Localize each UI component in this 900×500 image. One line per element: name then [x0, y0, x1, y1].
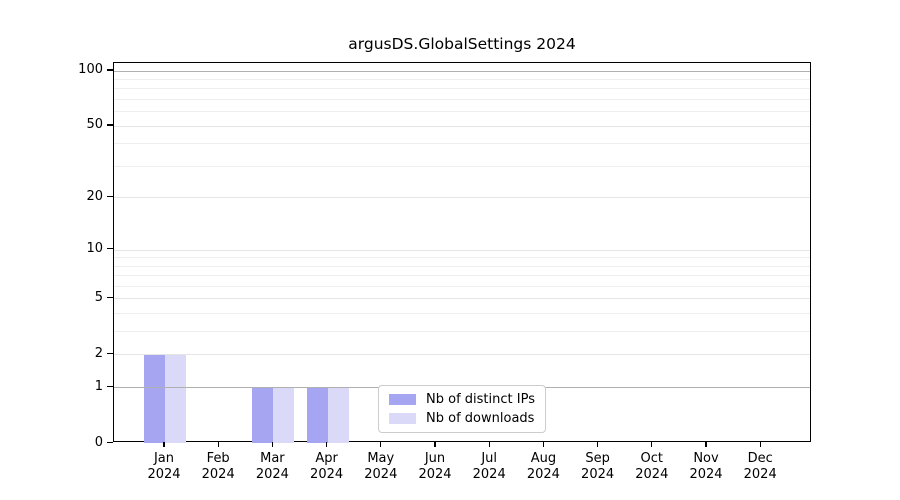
x-tick-oct: [651, 442, 653, 447]
y-tick-label-100: 100: [78, 62, 103, 78]
legend-swatch-distinct-ips: [389, 394, 417, 405]
x-tick-label-apr: Apr 2024: [310, 451, 344, 482]
bar-mar-downloads: [273, 387, 295, 443]
y-tick-20: [107, 195, 113, 198]
gridline-minor: [114, 99, 810, 101]
x-tick-label-feb: Feb 2024: [201, 451, 235, 482]
bar-jan-distinct-ips: [144, 354, 165, 443]
y-tick-50: [107, 124, 113, 126]
x-tick-apr: [325, 442, 328, 447]
y-tick-label-50: 50: [86, 117, 103, 133]
x-tick-mar: [271, 442, 274, 447]
gridline-minor: [114, 165, 810, 167]
plot-area: Nb of distinct IPs Nb of downloads: [113, 62, 811, 443]
gridline-minor: [114, 313, 810, 315]
y-tick-100: [107, 69, 113, 71]
x-tick-dec: [759, 442, 761, 447]
gridline-minor: [114, 79, 810, 81]
bar-jan-downloads: [165, 354, 186, 443]
bars-layer: [114, 63, 810, 443]
y-tick-10: [107, 248, 113, 250]
bar-apr-downloads: [327, 387, 349, 443]
x-tick-label-sep: Sep 2024: [581, 451, 615, 482]
legend-swatch-downloads: [389, 413, 417, 424]
x-tick-label-jan: Jan 2024: [147, 451, 181, 482]
y-tick-1: [107, 385, 113, 387]
gridline-minor: [114, 257, 810, 259]
gridline-minor: [114, 265, 810, 267]
y-tick-label-1: 1: [94, 378, 103, 394]
x-tick-label-may: May 2024: [364, 451, 398, 482]
grid-layer: [114, 63, 810, 441]
x-tick-label-nov: Nov 2024: [689, 451, 723, 482]
gridline-2: [114, 354, 810, 356]
y-tick-label-10: 10: [86, 241, 103, 257]
x-tick-nov: [705, 442, 707, 447]
gridline-minor: [114, 143, 810, 145]
y-tick-2: [107, 352, 113, 355]
y-tick-0: [107, 441, 113, 443]
chart-title: argusDS.GlobalSettings 2024: [348, 35, 576, 53]
gridline-10: [114, 249, 810, 251]
x-tick-sep: [596, 442, 599, 447]
bar-mar-distinct-ips: [252, 387, 274, 443]
legend-label-downloads: Nb of downloads: [426, 411, 535, 426]
y-tick-5: [107, 296, 113, 299]
x-tick-label-dec: Dec 2024: [743, 451, 777, 482]
legend: Nb of distinct IPs Nb of downloads: [378, 385, 546, 433]
gridline-100: [114, 70, 810, 72]
gridline-minor: [114, 88, 810, 90]
y-tick-label-2: 2: [94, 345, 103, 361]
gridline-5: [114, 298, 810, 300]
x-tick-label-jun: Jun 2024: [418, 451, 452, 482]
gridline-minor: [114, 331, 810, 333]
gridline-50: [114, 125, 810, 127]
legend-item-downloads: Nb of downloads: [389, 409, 535, 428]
x-tick-label-mar: Mar 2024: [255, 451, 289, 482]
x-tick-jun: [434, 442, 436, 447]
x-tick-jul: [488, 442, 490, 447]
legend-item-distinct-ips: Nb of distinct IPs: [389, 390, 535, 409]
x-tick-label-oct: Oct 2024: [635, 451, 669, 482]
x-tick-aug: [542, 442, 545, 447]
bar-apr-distinct-ips: [306, 387, 328, 443]
gridline-minor: [114, 111, 810, 113]
x-tick-label-aug: Aug 2024: [526, 451, 560, 482]
x-tick-jan: [163, 442, 165, 447]
gridline-minor: [114, 285, 810, 287]
x-tick-may: [380, 442, 382, 447]
x-tick-feb: [217, 442, 219, 447]
gridline-20: [114, 197, 810, 199]
y-tick-label-5: 5: [94, 289, 103, 305]
y-tick-label-0: 0: [94, 434, 103, 450]
gridline-minor: [114, 275, 810, 277]
y-tick-label-20: 20: [86, 188, 103, 204]
legend-label-distinct-ips: Nb of distinct IPs: [426, 392, 535, 407]
x-tick-label-jul: Jul 2024: [472, 451, 506, 482]
